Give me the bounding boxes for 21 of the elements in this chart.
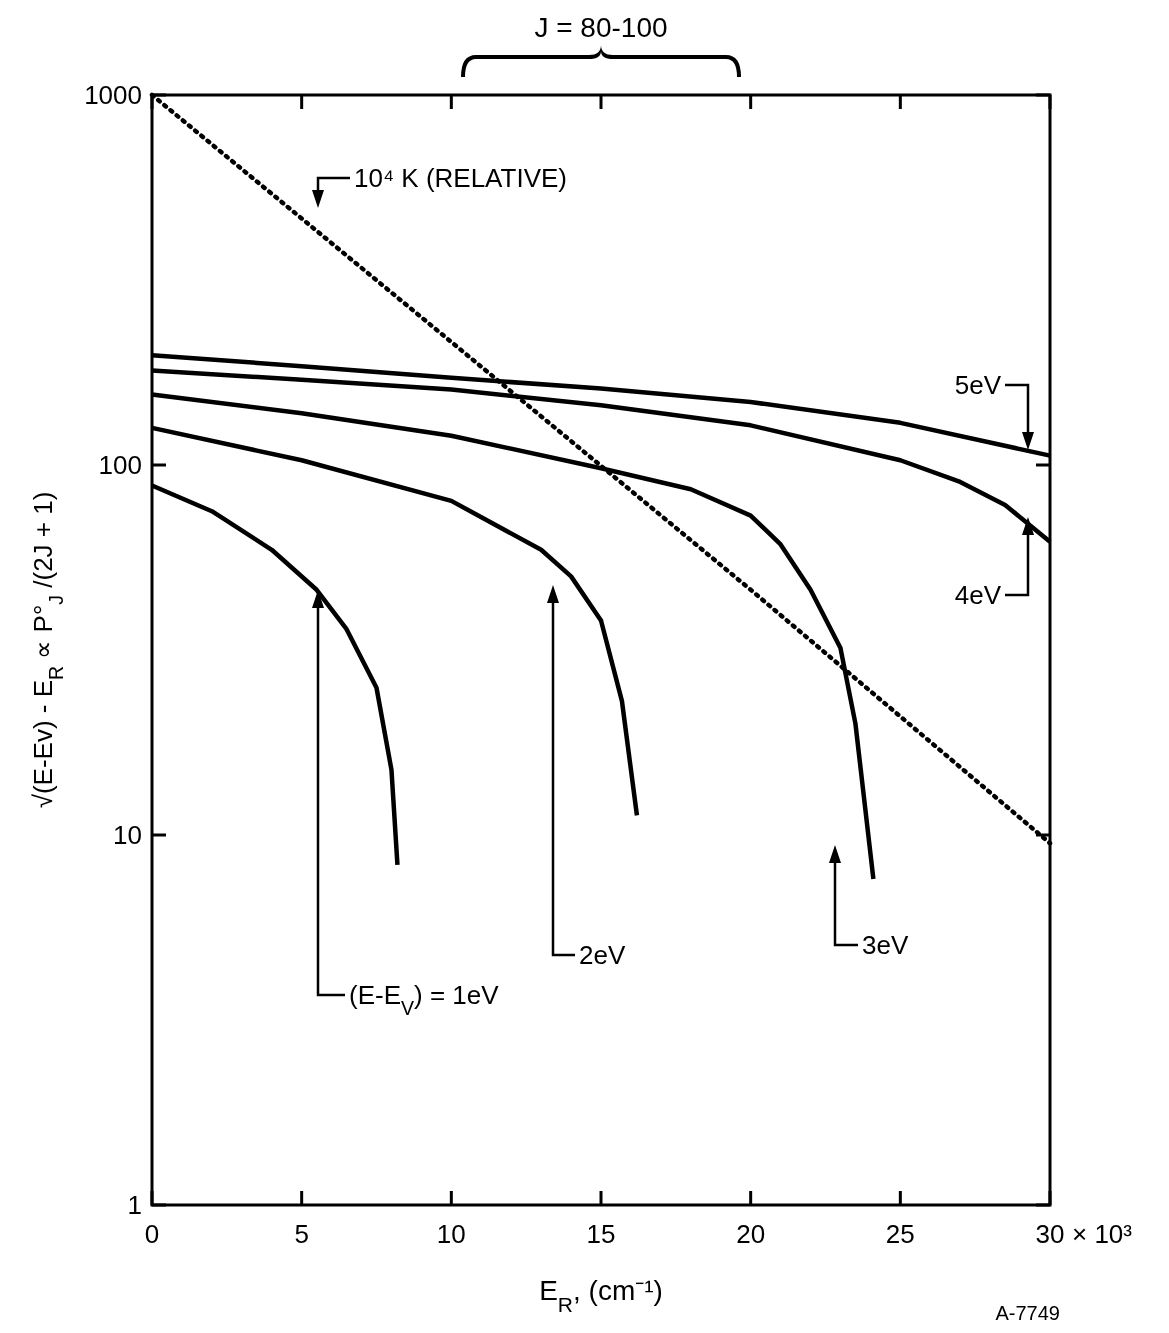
text: × 10³	[1072, 1219, 1133, 1249]
x-axis-title: E$_{R}$, (cm⁻¹)	[539, 1275, 663, 1316]
x-tick-label: 30	[1035, 1219, 1065, 1249]
x-tick-label: 10	[436, 1219, 466, 1249]
y-tick-label: 100	[98, 450, 142, 480]
x-tick-label: 15	[586, 1219, 616, 1249]
annotation: (E-E$_{V}$) = 1eV	[349, 980, 500, 1019]
annotation: 2eV	[579, 940, 626, 970]
annotation: 4eV	[954, 580, 1002, 610]
x-tick-label: 0	[144, 1219, 160, 1249]
x-tick-label: 25	[885, 1219, 915, 1249]
annotation: 3eV	[862, 930, 909, 960]
y-tick-label: 1000	[84, 80, 142, 110]
y-tick-label: 10	[113, 820, 142, 850]
text: A-7749	[995, 1302, 1060, 1324]
y-tick-label: 1	[127, 1190, 142, 1220]
text: J = 80-100	[534, 12, 668, 43]
x-tick-label: 5	[294, 1219, 309, 1249]
annotation: 5eV	[954, 370, 1002, 400]
x-tick-label: 20	[736, 1219, 766, 1249]
annotation: 10⁴ K (RELATIVE)	[354, 163, 567, 193]
